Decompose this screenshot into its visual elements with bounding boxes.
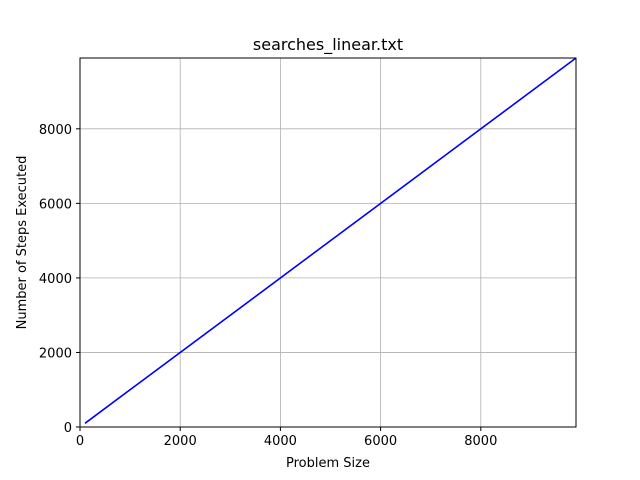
chart-title: searches_linear.txt [253, 35, 403, 55]
x-tick-label: 8000 [464, 434, 497, 449]
plot-frame [79, 57, 577, 428]
x-tick-label: 6000 [364, 434, 397, 449]
x-tick-label: 0 [76, 434, 84, 449]
x-tick-label: 4000 [264, 434, 297, 449]
x-tick-label: 2000 [164, 434, 197, 449]
series-line [84, 57, 577, 424]
series-layer [84, 57, 577, 424]
y-axis-label: Number of Steps Executed [15, 156, 30, 330]
y-tick-label: 0 [64, 421, 72, 436]
y-tick-label: 8000 [39, 123, 72, 138]
y-tick-label: 6000 [39, 197, 72, 212]
x-axis-label: Problem Size [286, 456, 370, 471]
ticks: 0 2000 4000 6000 8000 0 2000 4000 6000 8000 [39, 123, 497, 449]
y-tick-label: 2000 [39, 346, 72, 361]
y-tick-label: 4000 [39, 272, 72, 287]
